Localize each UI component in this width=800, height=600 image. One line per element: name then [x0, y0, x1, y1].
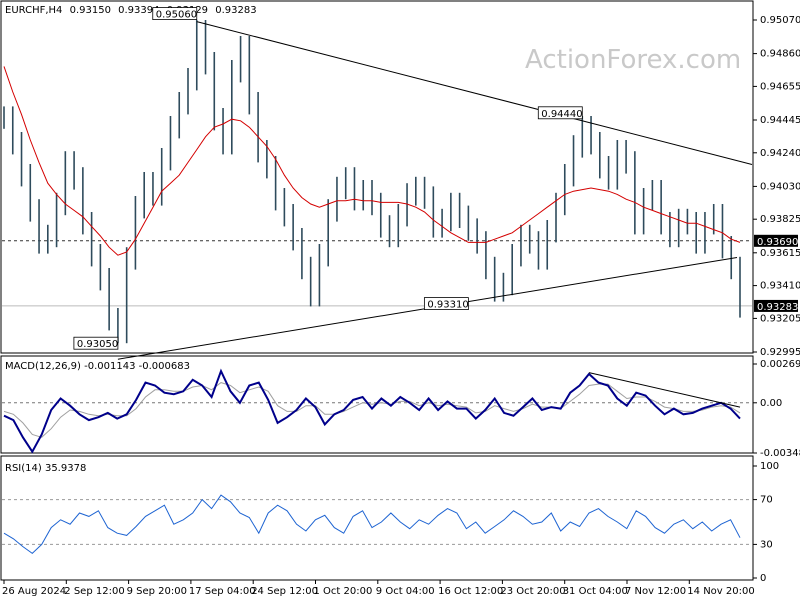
price-tick-label: 0.94655 [760, 81, 800, 92]
x-tick-label: 24 Sep 12:00 [251, 586, 318, 597]
header-high: 0.93394 [118, 5, 159, 16]
annotation-label: 0.95060 [156, 10, 197, 21]
x-tick-label: 31 Oct 04:00 [563, 586, 628, 597]
price-tick-label: 0.95070 [760, 15, 800, 26]
price-series-layer: 0.95060 0.94440 0.93310 0.93050 [2, 7, 753, 360]
rsi-panel-frame [0, 455, 754, 581]
rsi-tick-label: 100 [760, 461, 779, 472]
x-tick-label: 23 Oct 20:00 [500, 586, 565, 597]
x-tick-label: 26 Aug 2024 [2, 586, 66, 597]
x-tick-label: 16 Oct 12:00 [438, 586, 503, 597]
rsi-tick-label: 0 [760, 573, 766, 584]
x-tick-label: 9 Sep 20:00 [127, 586, 187, 597]
rsi-label: RSI(14) 35.9378 [5, 463, 86, 474]
rsi-line [3, 494, 741, 555]
annotation-box [537, 106, 583, 120]
trendline [196, 21, 753, 165]
annotation-label: 0.93050 [77, 339, 118, 350]
moving-average-line [3, 66, 741, 256]
x-tick-label: 14 Nov 20:00 [687, 586, 754, 597]
annotation-box [423, 297, 469, 311]
header-symbol-tf: EURCHF,H4 [5, 5, 62, 16]
level-label-bg [754, 234, 798, 247]
macd-signal-line [3, 382, 741, 438]
x-tick-label: 2 Sep 12:00 [64, 586, 124, 597]
level-label-bg [754, 299, 798, 312]
header-open: 0.93150 [70, 5, 111, 16]
annotation-box [73, 336, 119, 350]
header-close: 0.93283 [215, 5, 256, 16]
level-label: 0.93283 [757, 302, 798, 313]
rsi-tick-label: 70 [760, 495, 773, 506]
x-tick-label: 1 Oct 20:00 [314, 586, 373, 597]
price-tick-label: 0.93410 [760, 281, 800, 292]
x-tick-label: 17 Sep 04:00 [189, 586, 256, 597]
watermark: ActionForex.com [525, 45, 741, 75]
price-tick-label: 0.94240 [760, 148, 800, 159]
macd-line [3, 368, 741, 454]
annotation-label: 0.94440 [541, 109, 582, 120]
macd-tick-label: -0.003489 [760, 448, 800, 459]
macd-tick-label: 0.002696 [760, 359, 800, 370]
price-tick-label: 0.93615 [760, 248, 800, 259]
price-tick-label: 0.92995 [760, 347, 800, 358]
annotation-label: 0.93310 [427, 300, 468, 311]
x-tick-label: 7 Nov 12:00 [625, 586, 686, 597]
macd-series-layer [2, 368, 752, 454]
axis-layer: 0.95070 0.94860 0.94655 0.94445 0.94240 0.940… [2, 15, 800, 597]
macd-tick-label: 0.00 [760, 398, 782, 409]
price-tick-label: 0.94860 [760, 49, 800, 60]
price-tick-label: 0.94030 [760, 181, 800, 192]
annotation-box [152, 7, 198, 20]
price-tick-label: 0.93205 [760, 313, 800, 324]
macd-trendline [588, 372, 741, 408]
price-tick-label: 0.93825 [760, 214, 800, 225]
rsi-series-layer [2, 494, 752, 555]
macd-label: MACD(12,26,9) -0.001143 -0.000683 [5, 361, 190, 372]
level-label: 0.93690 [757, 237, 798, 248]
price-tick-label: 0.94445 [760, 115, 800, 126]
rsi-tick-label: 30 [760, 539, 773, 550]
header-symbol: EURCHF,H4 0.93150 0.93394 0.93129 0.9328… [5, 5, 257, 16]
x-tick-label: 9 Oct 04:00 [376, 586, 435, 597]
